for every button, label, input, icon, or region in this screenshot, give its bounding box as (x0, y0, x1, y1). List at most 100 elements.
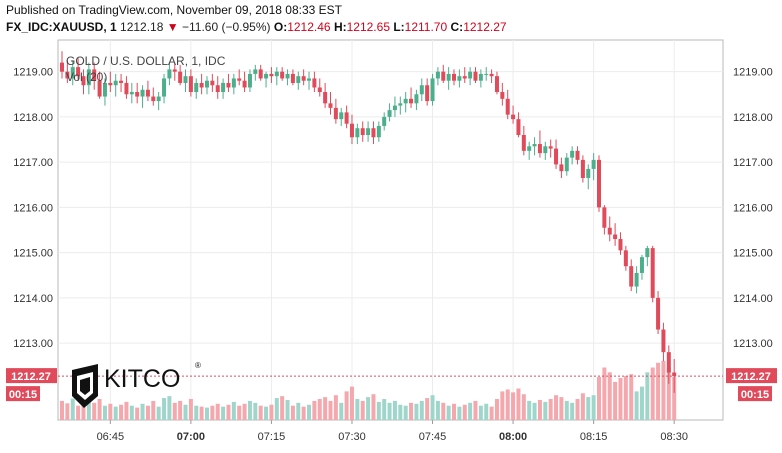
volume-bar (221, 406, 226, 420)
volume-bar (607, 372, 612, 420)
candle-body (242, 80, 247, 88)
candle-body (634, 272, 639, 287)
volume-bar (548, 399, 553, 420)
volume-bar (629, 374, 634, 420)
candle-body (366, 128, 371, 135)
candle-body (65, 71, 70, 79)
volume-bar (280, 396, 285, 420)
candle-body (554, 148, 559, 165)
y-axis-right: 1213.00 1214.00 1215.00 1216.00 1217.00 1218.… (733, 67, 773, 350)
candle-body (92, 69, 97, 81)
candle-body (119, 80, 124, 83)
volume-bar (650, 367, 655, 420)
candle-body (468, 71, 473, 79)
candle-body (629, 266, 634, 287)
volume-bar (618, 378, 623, 420)
volume-bar (425, 398, 430, 420)
plot-area[interactable] (57, 39, 724, 421)
candlesticks (60, 51, 677, 393)
volume-bar (274, 398, 279, 420)
y-tick-label: 1218.00 (733, 112, 773, 124)
candle-body (237, 78, 242, 81)
close-value: 1212.27 (463, 20, 507, 34)
volume-bar (285, 399, 290, 420)
candle-body (613, 234, 618, 240)
volume-bar (307, 404, 312, 420)
x-axis: 06:45 07:00 07:15 07:30 07:45 08:00 08:15 08:30 (97, 420, 688, 443)
candle-body (76, 67, 81, 77)
candle-body (645, 248, 650, 258)
volume-bar (409, 402, 414, 420)
candle-body (500, 92, 505, 99)
open-label: O: (273, 20, 288, 34)
volume-bar (317, 399, 322, 420)
candle-body (258, 69, 263, 79)
candle-body (414, 94, 419, 104)
candle-body (253, 69, 258, 74)
candle-body (178, 71, 183, 83)
volume-bar (484, 403, 489, 420)
symbol-name: FX_IDC:XAUUSD, 1 (6, 20, 117, 34)
volume-bar (231, 401, 236, 420)
candle-body (484, 73, 489, 75)
candle-body (575, 150, 580, 160)
volume-bar (301, 406, 306, 420)
volume-bar (355, 399, 360, 420)
volume-bar (167, 396, 172, 420)
volume-bar (366, 397, 371, 420)
volume-bar (382, 399, 387, 420)
candle-body (86, 69, 91, 86)
volume-bar (586, 397, 591, 420)
candle-body (548, 146, 553, 149)
low-value: 1211.70 (404, 20, 448, 34)
volume-bar (204, 407, 209, 420)
candle-body (280, 71, 285, 79)
candle-body (296, 76, 301, 83)
price-tag-right: 1212.27 00:15 (726, 368, 777, 402)
volume-bar (194, 405, 199, 420)
candle-body (446, 73, 451, 81)
volume-bar (140, 403, 145, 420)
volume-bar (554, 395, 559, 420)
x-tick-label: 07:00 (177, 431, 205, 443)
candle-body (435, 71, 440, 79)
candle-body (602, 207, 607, 228)
volume-bar (312, 400, 317, 420)
candle-body (333, 107, 338, 120)
candle-body (586, 168, 591, 178)
candle-body (172, 69, 177, 72)
x-tick-label: 06:45 (97, 431, 125, 443)
kitco-shield-core-icon (80, 377, 90, 395)
volume-bar (328, 400, 333, 420)
volume-bar (290, 405, 295, 420)
candle-body (188, 76, 193, 93)
y-tick-label: 1219.00 (13, 67, 53, 79)
candle-body (457, 76, 462, 81)
candle-body (516, 119, 521, 135)
candle-body (162, 78, 167, 97)
candle-body (511, 114, 516, 120)
candle-body (301, 76, 306, 81)
volume-bar (403, 405, 408, 420)
last-price: 1212.18 (120, 20, 164, 34)
price-tag-right-value: 1212.27 (731, 371, 771, 383)
volume-bar (226, 404, 231, 420)
x-tick-label: 08:30 (660, 431, 688, 443)
y-axis-left: 1213.00 1214.00 1215.00 1216.00 1217.00 1218.… (13, 67, 53, 350)
candle-body (650, 248, 655, 298)
volume-bar (113, 406, 118, 420)
volume-bar (489, 406, 494, 420)
volume-bar (60, 400, 64, 420)
candle-body (494, 76, 499, 93)
volume-bar (623, 376, 628, 420)
kitco-logo: KITCO ® (72, 361, 201, 408)
candle-body (269, 73, 274, 77)
volume-bar (70, 398, 75, 420)
candle-body (328, 103, 333, 108)
volume-bar (591, 395, 596, 420)
candle-body (376, 125, 381, 138)
x-tick-label: 07:15 (258, 431, 286, 443)
price-tag-left-value: 1212.27 (11, 371, 51, 383)
x-tick-label: 08:15 (580, 431, 608, 443)
